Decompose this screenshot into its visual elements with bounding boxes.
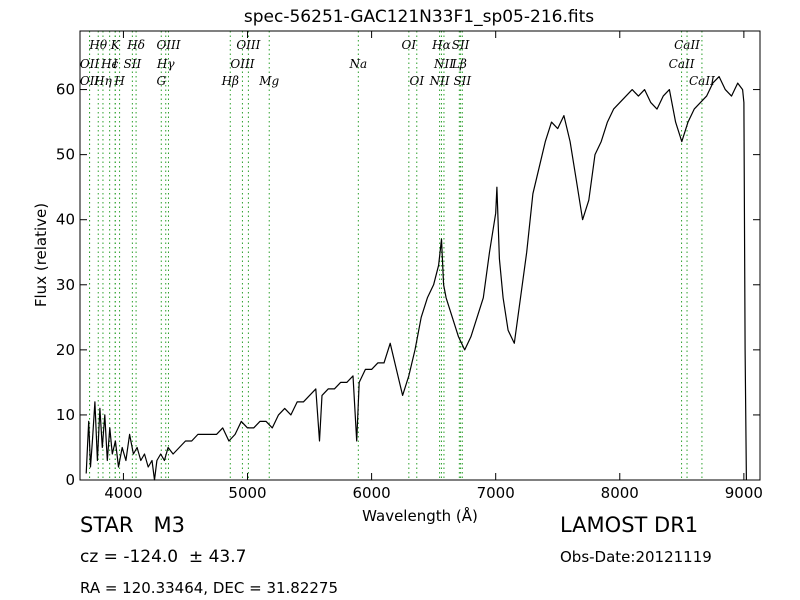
y-tick-label: 60 (56, 81, 75, 99)
y-tick-label: 10 (56, 406, 75, 424)
line-label: I (112, 57, 118, 71)
y-tick-label: 30 (56, 276, 75, 294)
line-markers (89, 31, 703, 480)
y-tick-label: 50 (56, 146, 75, 164)
plot-frame (79, 30, 761, 481)
line-label: OIII (156, 38, 180, 52)
chart-title: spec-56251-GAC121N33F1_sp05-216.fits (244, 7, 594, 27)
line-label: Hϵ (100, 57, 118, 71)
line-label: Hδ (126, 38, 145, 52)
line-label: NII (433, 57, 454, 71)
x-axis-ticks: 4000 5000 6000 7000 8000 9000 (104, 31, 763, 502)
line-label: OII (80, 74, 100, 88)
line-label: H (113, 74, 125, 88)
line-label: SII (452, 38, 470, 52)
line-label: Hγ (156, 57, 175, 71)
y-axis-ticks: 0 10 20 30 40 50 60 (56, 81, 760, 489)
line-label: G (156, 74, 166, 88)
x-tick-label: 5000 (228, 484, 266, 502)
object-class: STAR M3 (80, 513, 185, 537)
line-label: OII (80, 57, 100, 71)
line-label: Hβ (221, 74, 239, 88)
redshift-text: cz = -124.0 ± 43.7 (80, 547, 247, 567)
line-label: Hη (93, 74, 112, 88)
y-tick-label: 0 (65, 471, 75, 489)
line-label: Hθ (88, 38, 107, 52)
y-axis-label: Flux (relative) (32, 203, 50, 307)
line-label: CaII (689, 74, 715, 88)
line-label: OIII (230, 57, 254, 71)
line-label: Na (349, 57, 368, 71)
x-tick-label: 8000 (601, 484, 639, 502)
x-tick-label: 7000 (477, 484, 515, 502)
line-label: SII (453, 74, 471, 88)
x-tick-label: 9000 (725, 484, 763, 502)
line-label: OI (402, 38, 417, 52)
line-label: Lβ (451, 57, 467, 71)
survey-name: LAMOST DR1 (560, 513, 699, 537)
line-label: Mg (258, 74, 279, 88)
line-label: K (110, 38, 121, 52)
obs-date: Obs-Date:20121119 (560, 548, 712, 566)
x-tick-label: 6000 (353, 484, 391, 502)
line-label: OIII (236, 38, 260, 52)
coordinates: RA = 120.33464, DEC = 31.82275 (80, 579, 339, 597)
line-label: CaII (669, 57, 695, 71)
y-tick-label: 20 (56, 341, 75, 359)
line-label: OI (409, 74, 424, 88)
y-tick-label: 40 (56, 211, 75, 229)
line-label: CaII (674, 38, 700, 52)
line-label: SII (124, 57, 142, 71)
x-tick-label: 4000 (104, 484, 142, 502)
line-label: Hα (431, 38, 451, 52)
line-label: NII (429, 74, 450, 88)
x-axis-label: Wavelength (Å) (362, 506, 478, 525)
spectrum-line (85, 76, 747, 481)
